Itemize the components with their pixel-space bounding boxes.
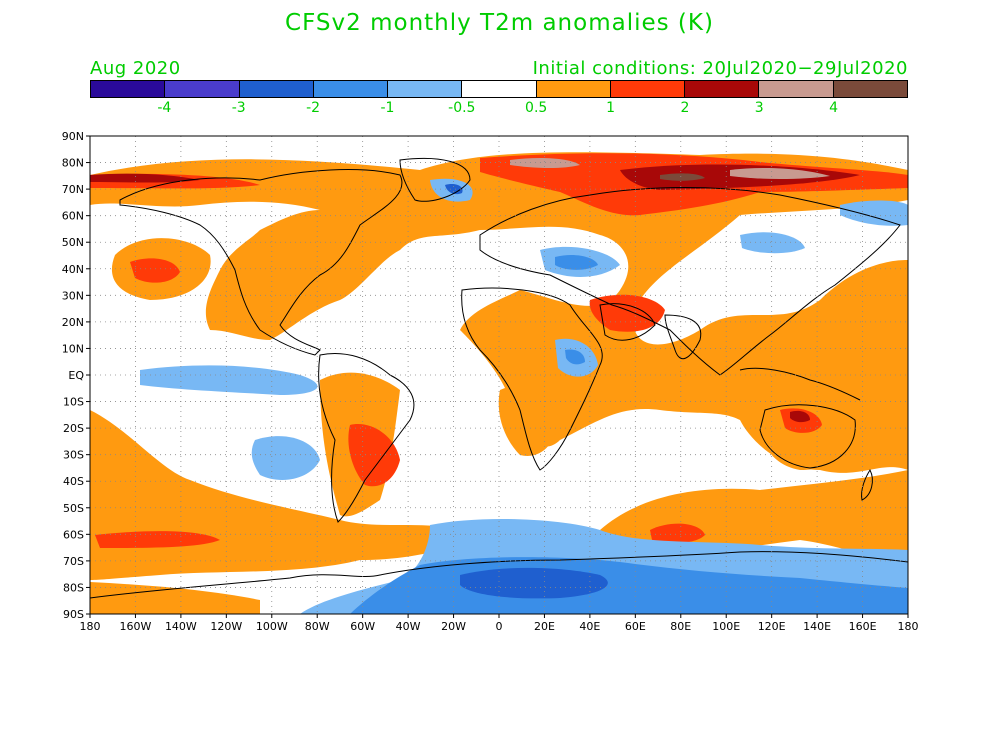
south-indian-hot [650,523,705,544]
colorbar-label: -0.5 [448,100,476,116]
eurasia-coast [479,187,901,376]
latitude-label: 80S [63,581,84,594]
southern-ocean-hot [95,531,220,548]
australia-very-hot [790,410,810,423]
colorbar-segment [536,81,611,97]
arabia-coast [599,303,656,341]
coastlines [90,157,908,599]
latitude-label: 20N [62,316,84,329]
east-asia-cool [740,232,805,254]
india-coast [664,314,702,360]
colorbar-label: -4 [157,100,172,116]
latitude-label: 40N [62,263,84,276]
initial-conditions: Initial conditions: 20Jul2020−29Jul2020 [532,58,908,79]
africa-coast [461,287,603,471]
colorbar-label: 4 [829,100,839,116]
longitude-label: 80W [305,620,330,633]
colorbar-segment [239,81,314,97]
pacific-north-cool [840,200,908,226]
greenland-coast [399,157,471,202]
latitude-label: 50S [63,502,84,515]
colorbar-segment [313,81,389,97]
colorbar-labels: -4 -3 -2 -1 -0.5 0.5 1 2 3 4 [90,100,908,118]
colorbar-segment [388,81,463,97]
latitude-label: 10N [62,342,84,355]
longitude-label: 180 [898,620,919,633]
colorbar-label: 3 [754,100,764,116]
colorbar-segment [91,81,166,97]
latitude-label: 50N [62,236,84,249]
longitude-label: 60W [350,620,375,633]
longitude-label: 160W [120,620,152,633]
north-america-coast [119,169,403,356]
colorbar [90,80,908,98]
pacific-cool-eq [140,365,318,395]
longitude-labels: 180 160W 140W 120W 100W 80W 60W 40W 20W 0 20E 40E 60… [80,614,919,633]
colorbar-segment [165,81,240,97]
latitude-label: EQ [68,369,84,382]
latitude-labels: 90N 80N 70N 60N 50N 40N 30N 20N 10N EQ 10S 20S 30S 40… [62,130,90,621]
argentina-hot [348,424,400,487]
latitude-label: 10S [63,396,84,409]
latitude-label: 40S [63,475,84,488]
colorbar-label: -2 [306,100,321,116]
latitude-label: 90S [63,608,84,621]
arctic-warm-band [90,152,908,473]
longitude-label: 140W [165,620,197,633]
colorbar-label: 0.5 [525,100,548,116]
latitude-label: 70S [63,555,84,568]
europe-mid-cool [555,254,598,270]
longitude-label: 120W [210,620,242,633]
colorbar-label: 1 [606,100,615,116]
longitude-label: 60E [625,620,646,633]
arctic-extreme-1 [510,157,580,169]
longitude-label: 100E [712,620,740,633]
latitude-label: 30S [63,449,84,462]
north-pacific-hot [130,258,180,283]
colorbar-label: -1 [380,100,395,116]
colorbar-label: -3 [231,100,246,116]
latitude-label: 30N [62,289,84,302]
colorbar-segment [685,81,760,97]
australia-coast [759,404,856,469]
arctic-very-hot [90,173,200,183]
map-title: CFSv2 monthly T2m anomalies (K) [285,10,714,36]
longitude-label: 180 [80,620,101,633]
longitude-label: 100W [256,620,288,633]
colorbar-segment [462,81,537,97]
forecast-month: Aug 2020 [90,58,181,79]
antarctica-coast [90,551,908,599]
pacific-cool-south [251,436,320,480]
africa-warm [498,386,560,456]
latitude-label: 60S [63,528,84,541]
east-africa-mid-cool [565,349,585,365]
latitude-label: 90N [62,130,84,143]
colorbar-segment [833,81,907,97]
longitude-label: 160E [849,620,877,633]
latitude-label: 60N [62,210,84,223]
longitude-label: 80E [670,620,691,633]
latitude-label: 20S [63,422,84,435]
colorbar-segment [759,81,834,97]
longitude-label: 120E [758,620,786,633]
colorbar-segment [610,81,686,97]
new-zealand-coast [861,468,873,501]
antarctic-cold-core [460,567,608,599]
longitude-label: 20E [534,620,555,633]
maritime-se-asia-coast [739,367,861,401]
longitude-label: 0 [496,620,503,633]
arctic-extreme-2 [730,167,830,179]
longitude-label: 20W [441,620,466,633]
colorbar-label: 2 [680,100,690,116]
latitude-label: 80N [62,157,84,170]
anomaly-extreme [510,157,830,181]
longitude-label: 40W [396,620,421,633]
longitude-label: 140E [803,620,831,633]
arctic-extreme-3 [660,173,705,181]
latitude-label: 70N [62,183,84,196]
antarctic-warm-west [90,582,260,614]
longitude-label: 40E [579,620,600,633]
